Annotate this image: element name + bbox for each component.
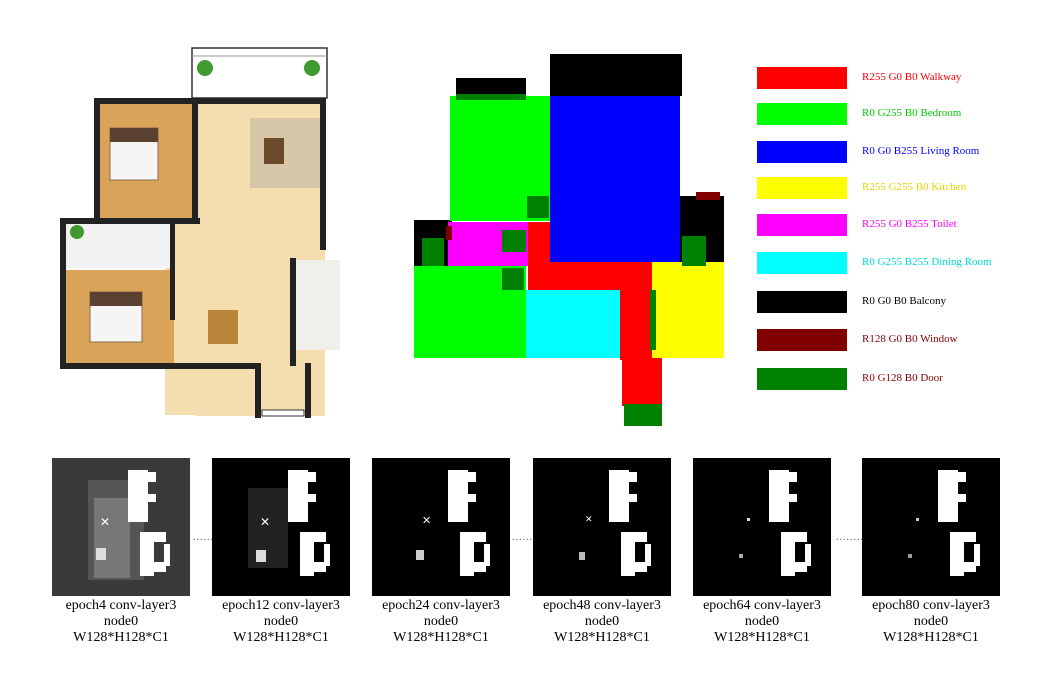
feature-map-epoch48: ✕ bbox=[533, 458, 671, 596]
feature-map-epoch24: ✕ bbox=[372, 458, 510, 596]
floor-plan-image bbox=[60, 47, 340, 418]
caption-epoch24: epoch24 conv-layer3 node0 W128*H128*C1 bbox=[382, 598, 500, 645]
legend-swatch-window bbox=[757, 329, 847, 351]
caption-epoch12: epoch12 conv-layer3 node0 W128*H128*C1 bbox=[222, 598, 340, 645]
legend-label-kitchen: R255 G255 B0 Kitchen bbox=[862, 181, 967, 193]
separator-dots: .......... bbox=[193, 532, 228, 543]
legend-label-balcony: R0 G0 B0 Balcony bbox=[862, 295, 947, 307]
legend-label-bedroom: R0 G255 B0 Bedroom bbox=[862, 107, 962, 119]
legend-swatch-balcony bbox=[757, 291, 847, 313]
legend-label-toilet: R255 G0 B255 Toilet bbox=[862, 218, 957, 230]
legend-swatch-door bbox=[757, 368, 847, 390]
svg-text:✕: ✕ bbox=[260, 515, 270, 529]
legend-label-living-room: R0 G0 B255 Living Room bbox=[862, 145, 980, 157]
legend-label-walkway: R255 G0 B0 Walkway bbox=[862, 71, 962, 83]
legend-label-dining-room: R0 G255 B255 Dining Room bbox=[862, 256, 992, 268]
segmentation-map bbox=[414, 54, 724, 426]
legend-swatch-kitchen bbox=[757, 177, 847, 199]
caption-epoch4: epoch4 conv-layer3 node0 W128*H128*C1 bbox=[65, 598, 177, 645]
legend-swatch-dining-room bbox=[757, 252, 847, 274]
legend-label-window: R128 G0 B0 Window bbox=[862, 333, 958, 345]
legend-swatch-walkway bbox=[757, 67, 847, 89]
caption-epoch80: epoch80 conv-layer3 node0 W128*H128*C1 bbox=[872, 598, 990, 645]
feature-map-epoch80 bbox=[862, 458, 1000, 596]
legend-swatch-living-room bbox=[757, 141, 847, 163]
legend-swatch-bedroom bbox=[757, 103, 847, 125]
separator-dots: .......... bbox=[512, 532, 547, 543]
feature-map-epoch12: ✕ bbox=[212, 458, 350, 596]
svg-text:✕: ✕ bbox=[422, 514, 431, 527]
legend-swatch-toilet bbox=[757, 214, 847, 236]
separator-dots: .......... bbox=[836, 532, 871, 543]
feature-map-epoch64 bbox=[693, 458, 831, 596]
feature-map-epoch4: ✕ bbox=[52, 458, 190, 596]
legend-label-door: R0 G128 B0 Door bbox=[862, 372, 943, 384]
svg-text:✕: ✕ bbox=[585, 515, 593, 525]
caption-epoch48: epoch48 conv-layer3 node0 W128*H128*C1 bbox=[543, 598, 661, 645]
svg-text:✕: ✕ bbox=[100, 515, 110, 529]
caption-epoch64: epoch64 conv-layer3 node0 W128*H128*C1 bbox=[703, 598, 821, 645]
